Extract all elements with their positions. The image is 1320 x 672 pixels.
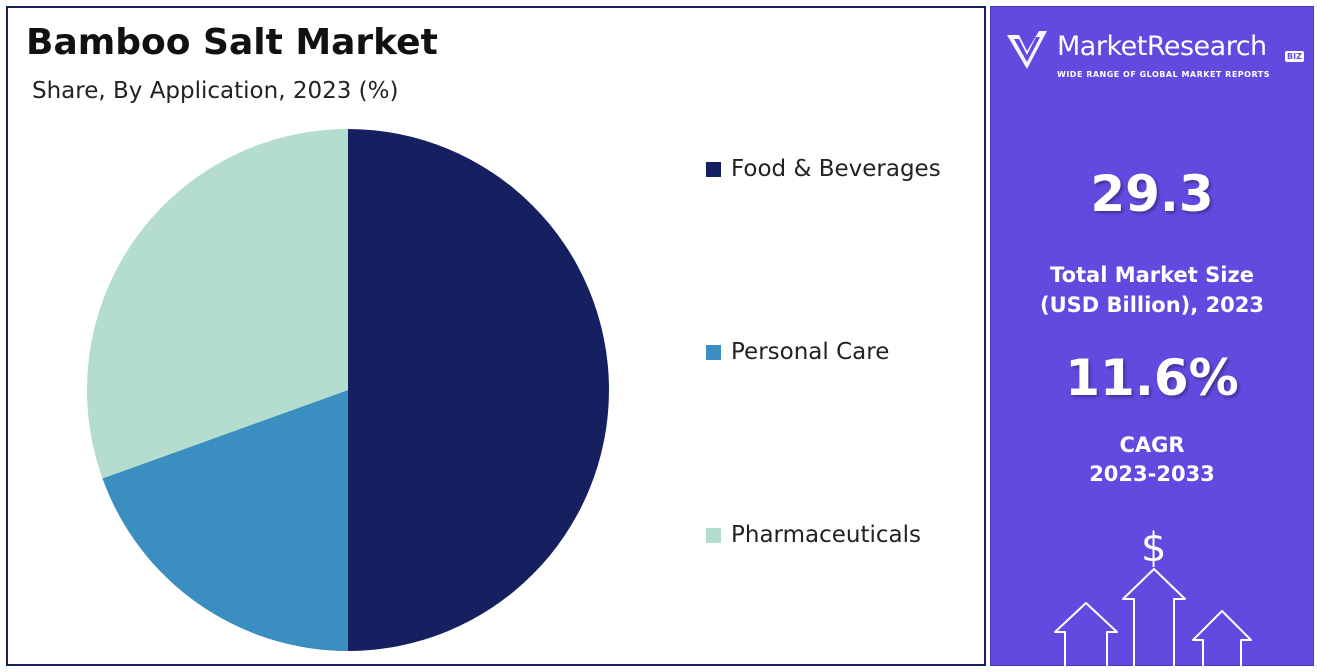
cagr-value: 11.6%	[1065, 349, 1239, 407]
legend-swatch-personal-care	[706, 344, 721, 360]
dollar-icon: $	[1141, 525, 1167, 571]
legend-swatch-food-beverages	[706, 161, 721, 177]
chart-title: Bamboo Salt Market	[26, 22, 438, 63]
brand-logo: MarketResearch BIZ WIDE RANGE OF GLOBAL …	[1005, 25, 1305, 95]
market-size-label-line2: (USD Billion), 2023	[1039, 293, 1265, 317]
logo-tagline: WIDE RANGE OF GLOBAL MARKET REPORTS	[1057, 70, 1270, 79]
legend-swatch-pharmaceuticals	[706, 527, 721, 543]
logo-name: MarketResearch	[1057, 31, 1267, 62]
market-size-label-line1: Total Market Size	[1050, 263, 1254, 287]
legend-item-pharmaceuticals: Pharmaceuticals	[706, 522, 921, 548]
chart-panel: Bamboo Salt Market Share, By Application…	[6, 6, 986, 666]
market-size-value: 29.3	[1090, 165, 1214, 223]
checkmark-logo-icon	[1007, 31, 1047, 69]
legend-label-pharmaceuticals: Pharmaceuticals	[731, 522, 921, 548]
logo-badge: BIZ	[1285, 51, 1304, 62]
legend-item-food-beverages: Food & Beverages	[706, 156, 941, 182]
cagr-label-line2: 2023-2033	[1089, 462, 1215, 486]
pie-chart	[87, 129, 609, 651]
pie-slice-pharmaceuticals	[87, 129, 349, 479]
summary-panel: MarketResearch BIZ WIDE RANGE OF GLOBAL …	[990, 6, 1314, 667]
pie-slice-food-beverages	[348, 129, 609, 651]
legend-item-personal-care: Personal Care	[706, 339, 889, 365]
legend-label-food-beverages: Food & Beverages	[731, 156, 941, 182]
pie-slice-personal-care	[102, 390, 349, 651]
chart-subtitle: Share, By Application, 2023 (%)	[32, 78, 399, 104]
cagr-label-line1: CAGR	[1119, 433, 1185, 457]
growth-arrows-icon	[1054, 568, 1252, 667]
legend-label-personal-care: Personal Care	[731, 339, 890, 365]
